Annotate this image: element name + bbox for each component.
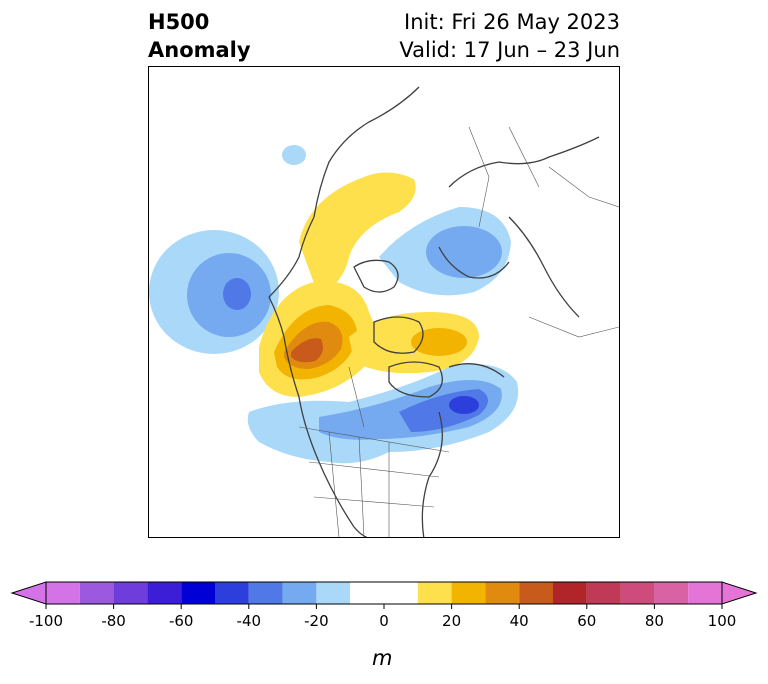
colorbar-bin: [79, 582, 114, 604]
colorbar-tick-label: -60: [169, 612, 194, 630]
chart-title: H500 Anomaly: [148, 8, 251, 64]
colorbar-tick-label: -40: [237, 612, 262, 630]
western-canada-positive-anomaly: [259, 281, 376, 397]
colorbar-over-triangle: [721, 581, 758, 605]
colorbar-tick-label: 40: [510, 612, 529, 630]
map-svg: [149, 86, 619, 537]
colorbar-bin: [215, 582, 249, 604]
colorbar-bin: [282, 582, 317, 604]
colorbar-bin: [316, 582, 351, 604]
coastlines: [268, 86, 600, 537]
date-info: Init: Fri 26 May 2023 Valid: 17 Jun – 23…: [399, 8, 620, 64]
atlantic-negative-anomaly: [247, 364, 519, 464]
colorbar-tick-label: -20: [304, 612, 329, 630]
colorbar-bin: [181, 582, 215, 604]
colorbar-bin: [46, 582, 80, 604]
colorbar-segments: [46, 582, 722, 604]
colorbar-tick-label: -100: [29, 612, 63, 630]
init-date: Init: Fri 26 May 2023: [404, 10, 620, 34]
colorbar-bin: [248, 582, 283, 604]
colorbar-ticks: -100 -80 -60 -40 -20 0 20 40 60 80 100: [29, 604, 736, 630]
colorbar-tick-label: -80: [101, 612, 126, 630]
pacific-negative-anomaly: [149, 230, 279, 354]
colorbar-bin: [553, 582, 587, 604]
arctic-positive-anomaly: [349, 312, 479, 374]
scandinavia-negative-anomaly: [282, 145, 511, 296]
colorbar-bin: [417, 582, 452, 604]
colorbar-bin: [113, 582, 148, 604]
colorbar-tick-label: 100: [708, 612, 737, 630]
colorbar-tick-label: 0: [379, 612, 389, 630]
valid-range: Valid: 17 Jun – 23 Jun: [399, 38, 620, 62]
title-line-1: H500: [148, 10, 210, 34]
colorbar-bin: [451, 582, 486, 604]
colorbar-bin: [485, 582, 520, 604]
title-line-2: Anomaly: [148, 38, 251, 62]
colorbar-tick-label: 60: [577, 612, 596, 630]
colorbar-bin: [350, 582, 418, 604]
colorbar-bin: [586, 582, 621, 604]
colorbar-bin: [688, 582, 722, 604]
anomaly-fill: [149, 145, 519, 464]
siberia-positive-anomaly: [299, 172, 416, 297]
colorbar-bin: [620, 582, 655, 604]
colorbar: -100 -80 -60 -40 -20 0 20 40 60 80 100: [10, 581, 758, 630]
colorbar-unit-label: m: [372, 646, 393, 670]
colorbar-bin: [519, 582, 553, 604]
colorbar-tick-label: 80: [645, 612, 664, 630]
borders: [298, 126, 619, 537]
colorbar-bin: [654, 582, 689, 604]
colorbar-bin: [147, 582, 182, 604]
anomaly-map: [148, 66, 620, 538]
colorbar-under-triangle: [10, 581, 47, 605]
colorbar-tick-label: 20: [442, 612, 461, 630]
